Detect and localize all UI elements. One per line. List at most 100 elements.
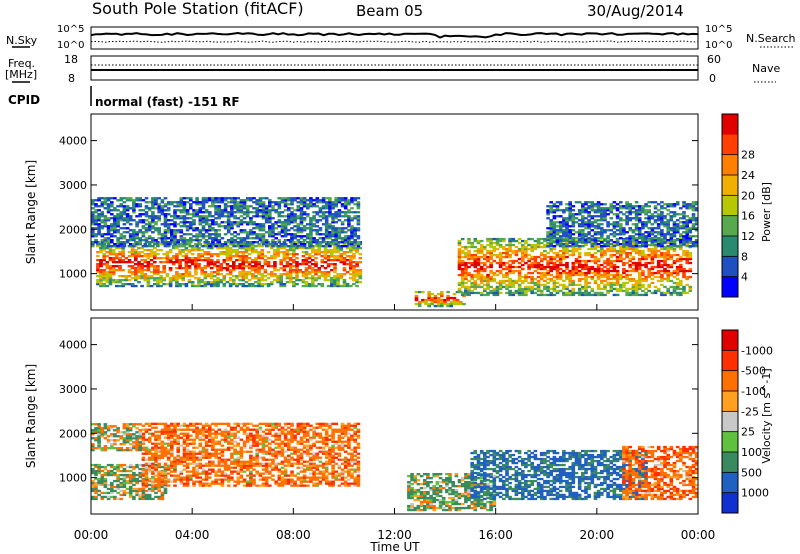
velocity-cell — [163, 463, 168, 467]
velocity-cell — [147, 497, 152, 501]
power-cell — [675, 293, 680, 297]
power-cell — [334, 241, 338, 244]
power-cell — [577, 265, 582, 269]
power-cell — [328, 213, 332, 216]
power-cell — [249, 205, 253, 208]
power-cell — [546, 251, 550, 255]
power-cell — [417, 304, 422, 308]
power-cell — [555, 289, 560, 293]
power-cell — [430, 298, 435, 302]
power-cell — [315, 233, 320, 236]
power-cell — [228, 279, 233, 282]
power-cell — [198, 233, 203, 236]
power-cell — [94, 211, 98, 214]
power-cell — [457, 259, 462, 263]
power-cell — [663, 207, 667, 210]
power-cell — [647, 267, 651, 271]
power-cell — [108, 273, 113, 276]
power-cell — [479, 273, 484, 277]
power-cell — [334, 221, 338, 224]
power-cell — [108, 259, 113, 262]
power-cell — [334, 227, 338, 230]
power-cell — [467, 285, 471, 289]
power-cell — [225, 245, 230, 248]
power-cell — [254, 269, 258, 272]
power-cell — [295, 269, 299, 272]
power-cell — [577, 209, 582, 212]
power-cell — [672, 259, 677, 263]
power-cell — [336, 277, 340, 280]
power-cell — [232, 249, 236, 252]
power-cell — [333, 281, 337, 284]
power-cell — [543, 273, 547, 277]
velocity-cell — [106, 469, 111, 473]
power-cell — [134, 259, 138, 262]
power-cell — [295, 253, 299, 256]
velocity-cell — [103, 467, 108, 471]
power-cell — [615, 287, 620, 291]
power-cell — [304, 253, 309, 256]
power-cell — [277, 245, 282, 248]
power-cell — [190, 249, 195, 252]
velocity-cell — [122, 481, 127, 485]
power-cell — [682, 289, 686, 293]
power-cell — [333, 263, 337, 266]
power-cell — [154, 215, 158, 218]
power-colorbar-tick-label: 20 — [741, 189, 755, 202]
power-cell — [593, 205, 598, 208]
power-cell — [157, 215, 161, 218]
power-cell — [247, 247, 252, 250]
power-cell — [682, 227, 686, 230]
power-cell — [154, 227, 158, 230]
power-cell — [264, 211, 269, 214]
power-cell — [121, 261, 125, 264]
power-cell — [517, 261, 522, 265]
velocity-cell — [116, 473, 120, 477]
power-cell — [323, 273, 328, 276]
power-cell — [245, 213, 250, 216]
power-cell — [254, 281, 258, 284]
power-cell — [230, 207, 234, 210]
power-cell — [606, 207, 610, 210]
power-cell — [603, 287, 607, 291]
power-cell — [584, 201, 588, 204]
power-cell — [549, 227, 553, 230]
power-cell — [168, 267, 173, 270]
power-cell — [577, 271, 582, 275]
power-cell — [276, 253, 280, 256]
power-cell — [99, 271, 103, 274]
power-cell — [334, 205, 338, 208]
power-cell — [295, 257, 299, 260]
power-cell — [609, 253, 614, 257]
power-cell — [337, 211, 342, 214]
power-cell — [609, 287, 614, 291]
power-cell — [274, 227, 278, 230]
power-cell — [666, 229, 670, 232]
power-cell — [631, 217, 636, 220]
power-cell — [328, 205, 332, 208]
velocity-cell — [106, 495, 111, 499]
velocity-cell — [106, 483, 111, 487]
power-cell — [637, 211, 642, 214]
power-cell — [517, 279, 522, 283]
power-cell — [672, 249, 677, 253]
power-cell — [232, 283, 236, 286]
power-cell — [239, 245, 244, 248]
power-cell — [555, 201, 560, 204]
power-cell — [307, 284, 312, 288]
power-cell — [113, 217, 117, 220]
power-cell — [244, 275, 249, 278]
power-cell — [593, 281, 598, 285]
power-cell — [568, 211, 572, 214]
power-cell — [631, 205, 636, 208]
power-cell — [236, 205, 240, 208]
power-cell — [343, 245, 348, 248]
power-cell — [175, 243, 179, 246]
power-cell — [562, 219, 566, 222]
velocity-cell — [110, 483, 114, 487]
power-cell — [546, 285, 550, 289]
power-cell — [656, 265, 661, 269]
power-cell — [146, 257, 151, 260]
power-cell — [241, 273, 246, 276]
power-cell — [666, 251, 670, 255]
